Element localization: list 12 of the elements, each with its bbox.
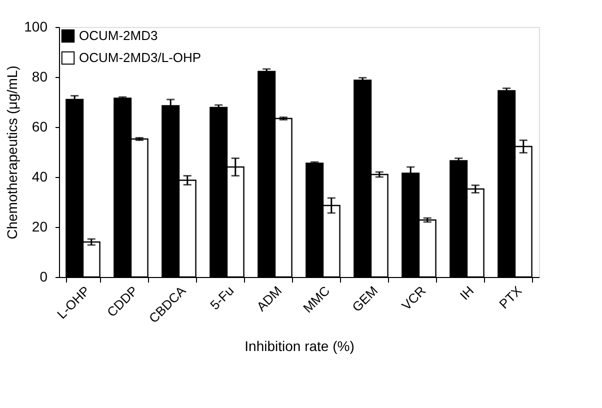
x-axis-title: Inhibition rate (%) [244, 338, 354, 354]
legend-label: OCUM-2MD3 [79, 28, 158, 43]
y-tick-label: 60 [32, 118, 48, 134]
y-tick-label: 20 [32, 218, 48, 234]
x-tick-label: IH [456, 283, 477, 303]
y-tick-label: 100 [24, 18, 48, 34]
legend-label: OCUM-2MD3/L-OHP [79, 50, 202, 65]
y-tick-label: 0 [40, 268, 48, 284]
y-tick-label: 80 [32, 68, 48, 84]
x-tick-label: VCR [398, 283, 429, 314]
y-tick-label: 40 [32, 168, 48, 184]
y-axis-title: Chemotherapeutics (μg/mL) [4, 66, 20, 240]
